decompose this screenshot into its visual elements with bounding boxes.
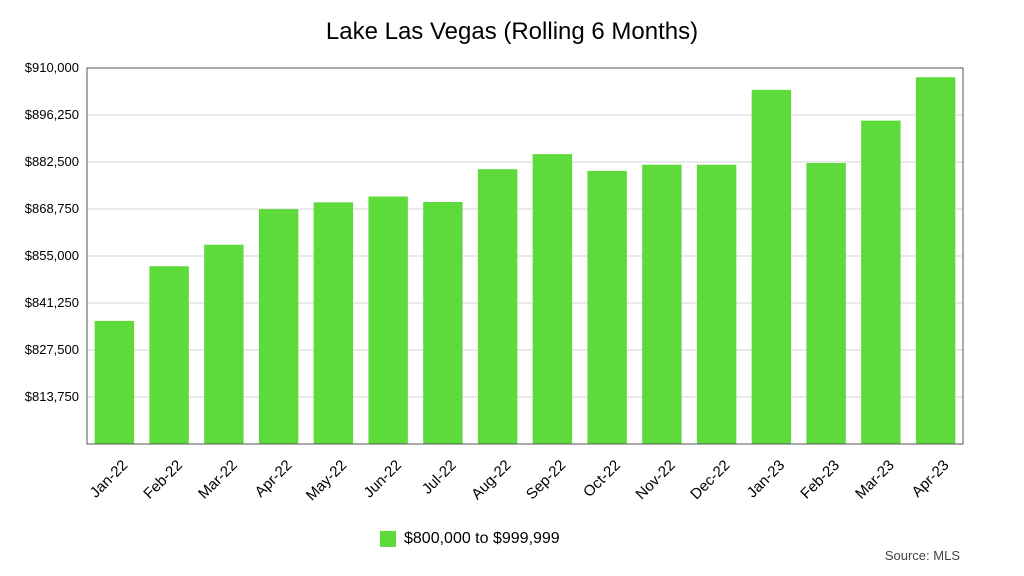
x-tick-label: Feb-23	[797, 457, 843, 503]
source-note: Source: MLS	[884, 548, 960, 563]
x-tick-label: Oct-22	[580, 457, 624, 501]
bar	[94, 320, 135, 444]
x-tick-label: Mar-23	[852, 457, 898, 503]
bar	[806, 163, 846, 444]
bar	[313, 202, 354, 444]
y-tick-label: $882,500	[25, 154, 79, 169]
bar	[532, 154, 573, 444]
bar	[477, 169, 518, 445]
bar	[258, 209, 299, 444]
y-tick-label: $841,250	[25, 295, 79, 310]
bar	[368, 196, 408, 444]
x-tick-label: Jul-22	[419, 457, 460, 498]
x-tick-label: Mar-22	[195, 457, 241, 503]
legend-label: $800,000 to $999,999	[404, 530, 560, 547]
bar	[204, 244, 244, 444]
y-tick-label: $896,250	[25, 107, 79, 122]
bar	[861, 120, 901, 444]
bar	[642, 164, 682, 444]
x-tick-label: Feb-22	[140, 457, 186, 503]
x-tick-label: Sep-22	[523, 457, 569, 503]
x-tick-label: Aug-22	[468, 457, 514, 503]
plot-frame	[86, 67, 964, 445]
bar	[915, 77, 956, 444]
legend-swatch	[380, 531, 396, 547]
x-tick-label: Jan-23	[744, 457, 788, 501]
chart-title: Lake Las Vegas (Rolling 6 Months)	[325, 18, 699, 45]
y-tick-label: $827,500	[25, 342, 79, 357]
x-tick-label: Jun-22	[360, 457, 404, 501]
bar	[149, 266, 189, 444]
bar	[696, 164, 737, 444]
legend: $800,000 to $999,999	[380, 530, 560, 548]
y-tick-label: $868,750	[25, 201, 79, 216]
x-tick-label: Jan-22	[87, 457, 131, 501]
y-tick-label: $910,000	[25, 60, 79, 75]
x-tick-label: Nov-22	[632, 457, 678, 503]
x-tick-label: Apr-22	[252, 457, 296, 501]
y-tick-label: $813,750	[25, 389, 79, 404]
bar	[423, 201, 463, 444]
bar	[751, 89, 792, 444]
x-tick-label: May-22	[303, 457, 350, 504]
y-tick-label: $855,000	[25, 248, 79, 263]
x-tick-label: Apr-23	[909, 457, 953, 501]
x-tick-label: Dec-22	[687, 457, 733, 503]
bar	[587, 170, 627, 444]
